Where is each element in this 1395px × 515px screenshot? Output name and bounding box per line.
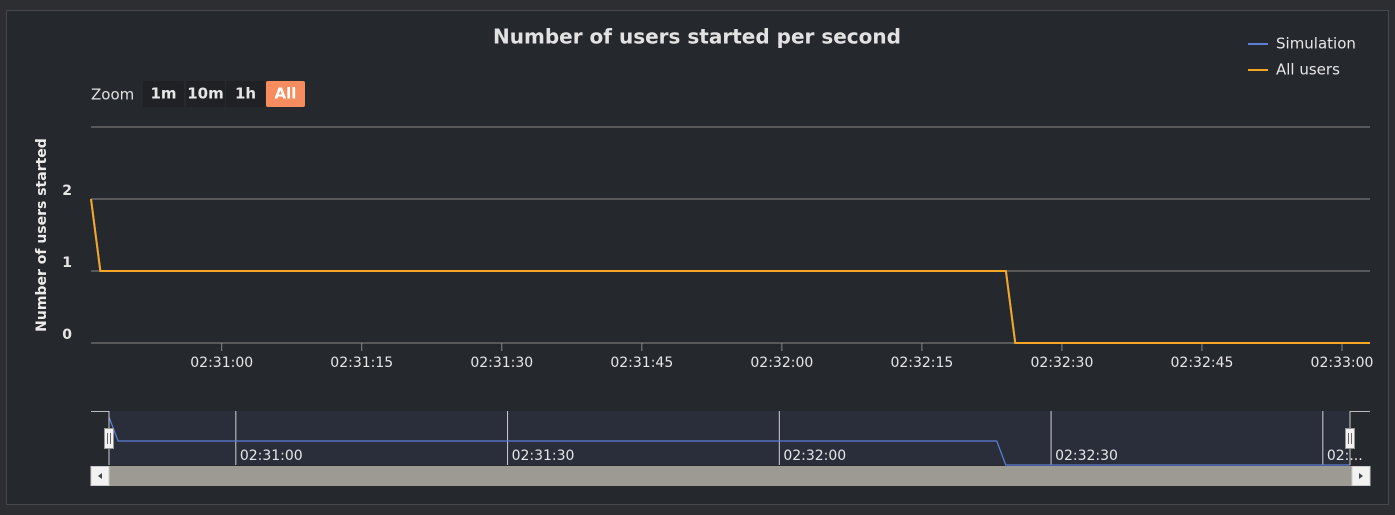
zoom-label: Zoom [91, 86, 134, 104]
y-tick-label: 1 [62, 255, 72, 271]
zoom-button-label[interactable]: 10m [187, 85, 224, 103]
navigator-handle-grip [107, 433, 111, 444]
x-tick-label: 02:32:30 [1030, 355, 1093, 371]
y-tick-label: 0 [62, 327, 72, 343]
navigator-line [108, 416, 1350, 466]
legend-label[interactable]: Simulation [1276, 35, 1356, 53]
scrollbar-left-arrow [98, 473, 102, 479]
navigator-handle[interactable] [104, 428, 114, 449]
zoom-button[interactable] [266, 81, 305, 107]
x-tick-label: 02:32:15 [890, 355, 953, 371]
navigator-tick-label: 02:31:30 [512, 448, 575, 464]
zoom-button[interactable] [143, 81, 184, 107]
zoom-button-label[interactable]: 1m [150, 85, 176, 103]
navigator-handle-grip [1348, 433, 1352, 444]
navigator-tick-label: 02:31:00 [240, 448, 303, 464]
x-tick-label: 02:32:00 [750, 355, 813, 371]
navigator-tick-label: 02:32:30 [1055, 448, 1118, 464]
zoom-button[interactable] [186, 81, 225, 107]
navigator-tick-label: 02:32:00 [783, 448, 846, 464]
x-tick-label: 02:32:45 [1171, 355, 1234, 371]
x-tick-label: 02:31:00 [190, 355, 253, 371]
x-tick-label: 02:31:30 [470, 355, 533, 371]
series-line [90, 198, 1370, 344]
y-tick-label: 2 [62, 183, 72, 199]
scrollbar-thumb[interactable] [109, 466, 1352, 486]
chart-title: Number of users started per second [493, 25, 901, 49]
zoom-button-label[interactable]: All [275, 85, 297, 103]
navigator-handle[interactable] [1345, 428, 1355, 449]
scrollbar-right-arrow [1359, 473, 1363, 479]
x-tick-label: 02:33:00 [1311, 355, 1374, 371]
zoom-button[interactable] [226, 81, 265, 107]
legend-label[interactable]: All users [1276, 61, 1340, 79]
navigator-selection [109, 411, 1350, 465]
x-tick-label: 02:31:45 [610, 355, 673, 371]
x-tick-label: 02:31:15 [330, 355, 393, 371]
zoom-button-label[interactable]: 1h [235, 85, 256, 103]
navigator-tick-label: 02:... [1327, 448, 1363, 464]
y-axis-title: Number of users started [34, 138, 50, 332]
